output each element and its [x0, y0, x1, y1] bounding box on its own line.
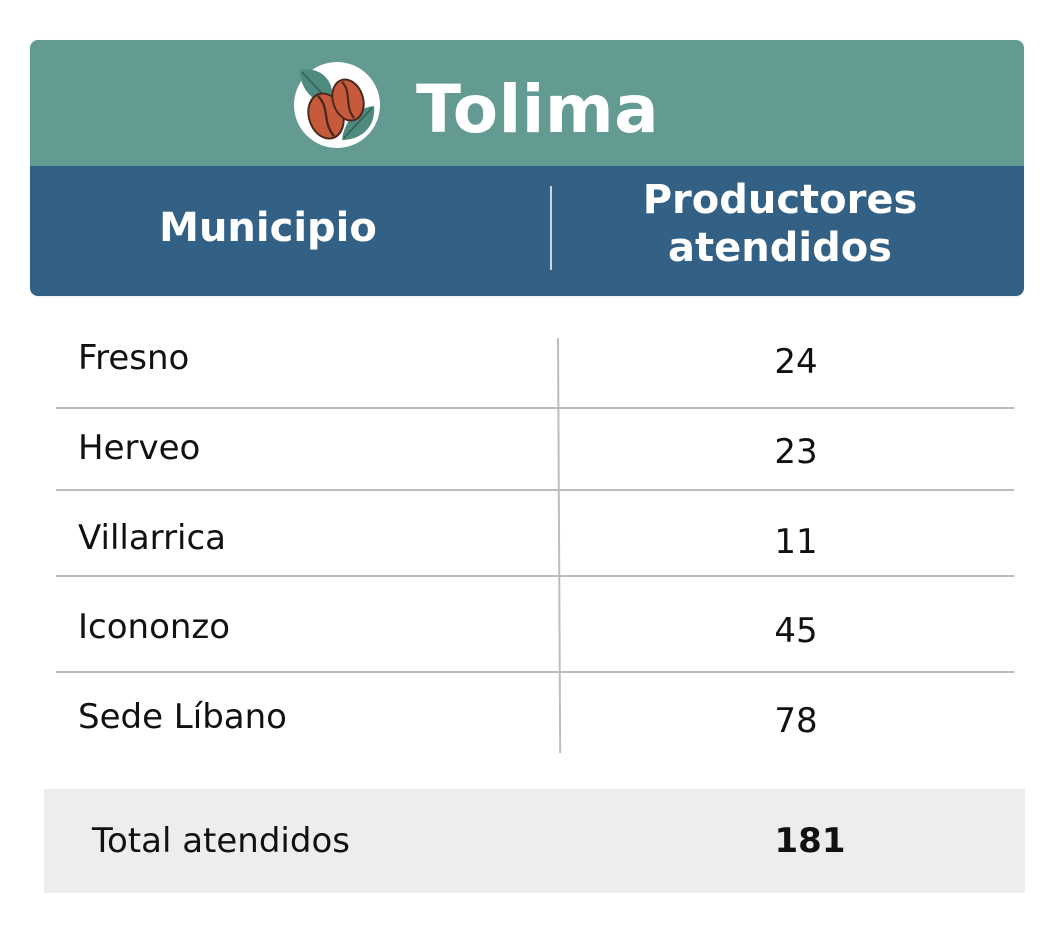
coffee-beans-leaves-icon	[294, 62, 380, 148]
header-divider	[550, 186, 552, 270]
row-separator	[56, 671, 1014, 673]
column-divider	[557, 337, 562, 753]
total-value: 181	[774, 821, 846, 861]
cell-municipio: Villarrica	[78, 518, 227, 558]
total-row: Total atendidos 181	[44, 789, 1025, 893]
table-header-row: Municipio Productores atendidos	[30, 166, 1024, 296]
cell-productores: 78	[774, 701, 818, 741]
cell-productores: 23	[774, 432, 818, 472]
cell-productores: 45	[774, 611, 818, 651]
column-header-productores: Productores atendidos	[590, 176, 970, 272]
row-separator	[56, 407, 1014, 409]
column-header-productores-line1: Productores	[642, 177, 918, 223]
cell-productores: 24	[774, 342, 818, 382]
column-header-productores-line2: atendidos	[668, 225, 892, 271]
cell-municipio: Herveo	[78, 428, 201, 468]
title-bar: Tolima	[30, 40, 1024, 166]
total-label: Total atendidos	[92, 821, 350, 861]
cell-municipio: Sede Líbano	[78, 697, 287, 737]
column-header-municipio: Municipio	[159, 205, 377, 251]
cell-municipio: Fresno	[78, 338, 190, 378]
table-header-card: Tolima Municipio Productores atendidos	[30, 40, 1024, 296]
row-separator	[56, 575, 1014, 577]
page-title: Tolima	[416, 71, 660, 148]
cell-municipio: Icononzo	[78, 607, 231, 647]
row-separator	[56, 489, 1014, 491]
cell-productores: 11	[774, 522, 818, 562]
